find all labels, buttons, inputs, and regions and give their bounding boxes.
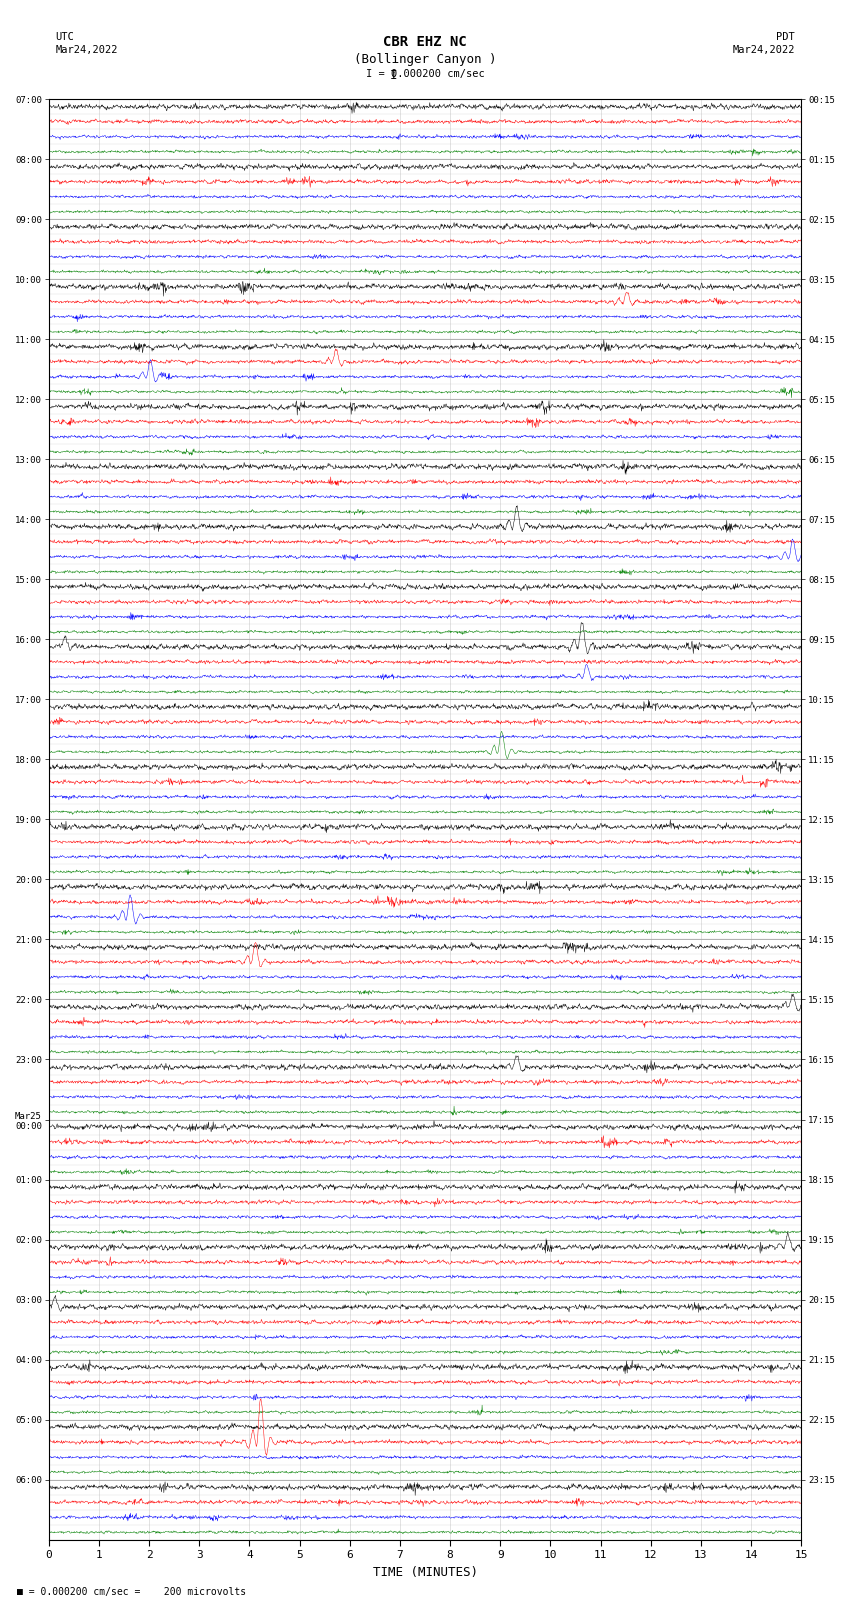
Text: (Bollinger Canyon ): (Bollinger Canyon )	[354, 53, 496, 66]
Text: I: I	[390, 69, 397, 82]
Text: ■ = 0.000200 cm/sec =    200 microvolts: ■ = 0.000200 cm/sec = 200 microvolts	[17, 1587, 246, 1597]
X-axis label: TIME (MINUTES): TIME (MINUTES)	[372, 1566, 478, 1579]
Text: I = 0.000200 cm/sec: I = 0.000200 cm/sec	[366, 69, 484, 79]
Text: PDT: PDT	[776, 32, 795, 42]
Text: UTC: UTC	[55, 32, 74, 42]
Text: Mar24,2022: Mar24,2022	[732, 45, 795, 55]
Text: CBR EHZ NC: CBR EHZ NC	[383, 35, 467, 50]
Text: Mar24,2022: Mar24,2022	[55, 45, 118, 55]
